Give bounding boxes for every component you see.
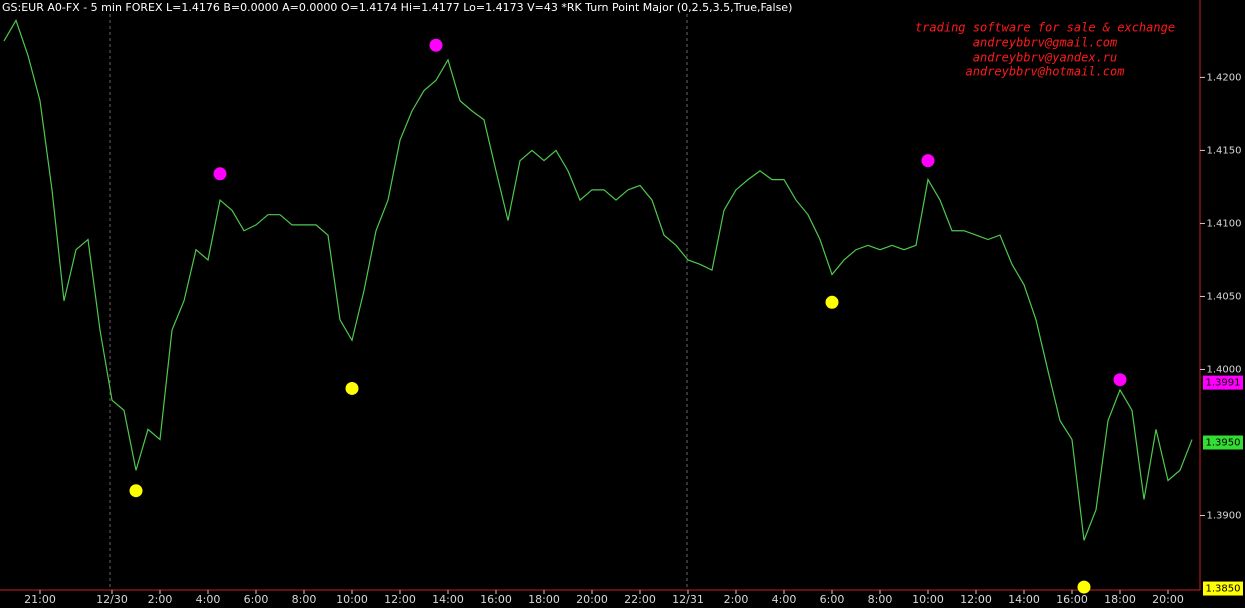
annotation: andreybbrv@hotmail.com <box>966 65 1125 79</box>
price-label: 1.3950 <box>1206 438 1241 449</box>
x-tick-label: 2:00 <box>148 593 173 606</box>
x-tick-label: 16:00 <box>480 593 512 606</box>
y-tick-label: 1.4050 <box>1207 291 1242 302</box>
turn-point <box>1113 373 1127 387</box>
y-tick-label: 1.4000 <box>1207 364 1242 375</box>
price-line <box>3 19 1193 541</box>
x-tick-label: 2:00 <box>724 593 749 606</box>
x-tick-label: 10:00 <box>336 593 368 606</box>
price-label: 1.3850 <box>1206 584 1241 595</box>
turn-point <box>129 484 143 498</box>
price-label-box <box>1203 581 1243 596</box>
price-label-box <box>1203 435 1243 450</box>
x-tick-label: 16:00 <box>1056 593 1088 606</box>
turn-point <box>429 38 443 52</box>
x-tick-label: 12/31 <box>672 593 704 606</box>
turn-point <box>345 381 359 395</box>
x-tick-label: 18:00 <box>1104 593 1136 606</box>
x-tick-label: 6:00 <box>244 593 269 606</box>
x-tick-label: 12:00 <box>384 593 416 606</box>
x-tick-label: 21:00 <box>24 593 56 606</box>
turn-point <box>921 154 935 168</box>
x-tick-label: 12/30 <box>96 593 128 606</box>
price-label-box <box>1203 375 1243 390</box>
x-tick-label: 22:00 <box>624 593 656 606</box>
price-label: 1.3991 <box>1206 378 1241 389</box>
y-tick-label: 1.3900 <box>1207 511 1242 522</box>
x-tick-label: 20:00 <box>1152 593 1184 606</box>
y-tick-label: 1.4100 <box>1207 218 1242 229</box>
turn-point <box>213 167 227 181</box>
chart-title: GS:EUR A0-FX - 5 min FOREX L=1.4176 B=0.… <box>2 1 792 14</box>
x-tick-label: 8:00 <box>292 593 317 606</box>
x-tick-label: 20:00 <box>576 593 608 606</box>
turn-point <box>825 295 839 309</box>
x-tick-label: 14:00 <box>1008 593 1040 606</box>
annotation: andreybbrv@yandex.ru <box>973 51 1118 65</box>
annotation: trading software for sale & exchange <box>915 21 1175 35</box>
x-tick-label: 8:00 <box>868 593 893 606</box>
turn-point <box>1077 580 1091 594</box>
annotation: andreybbrv@gmail.com <box>973 36 1118 50</box>
x-tick-label: 10:00 <box>912 593 944 606</box>
x-tick-label: 14:00 <box>432 593 464 606</box>
x-tick-label: 4:00 <box>196 593 221 606</box>
y-tick-label: 1.4200 <box>1207 72 1242 83</box>
x-tick-label: 4:00 <box>772 593 797 606</box>
x-tick-label: 12:00 <box>960 593 992 606</box>
x-tick-label: 6:00 <box>820 593 845 606</box>
x-tick-label: 18:00 <box>528 593 560 606</box>
y-tick-label: 1.4150 <box>1207 145 1242 156</box>
